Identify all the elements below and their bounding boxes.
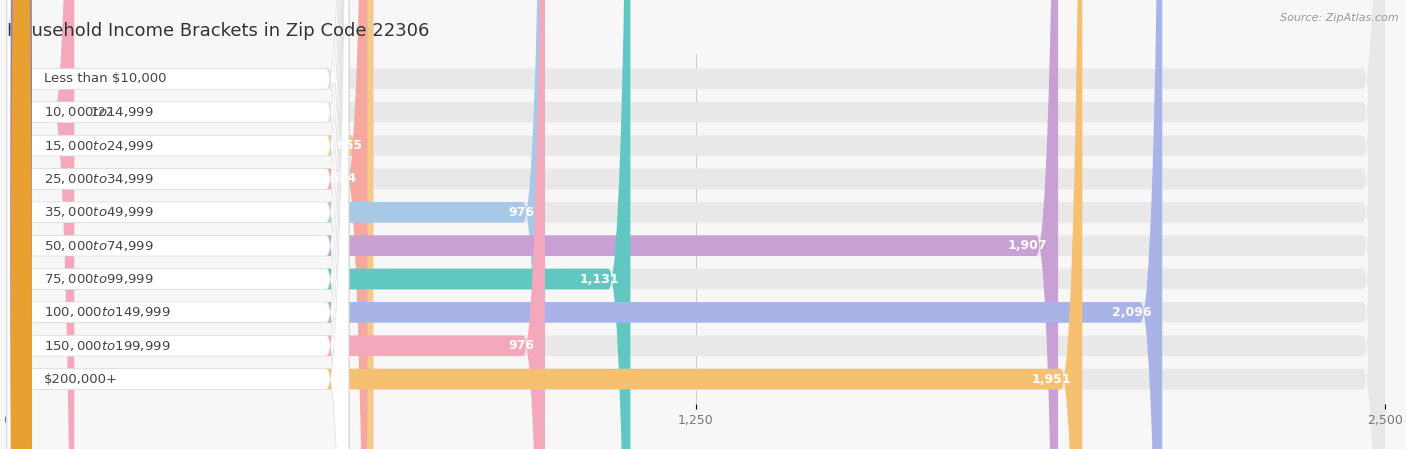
FancyBboxPatch shape (7, 0, 367, 449)
Text: 2,096: 2,096 (1112, 306, 1152, 319)
Circle shape (11, 0, 31, 449)
FancyBboxPatch shape (7, 0, 1385, 449)
FancyBboxPatch shape (7, 0, 349, 449)
FancyBboxPatch shape (7, 0, 1385, 449)
Text: 1,951: 1,951 (1032, 373, 1071, 386)
Text: 976: 976 (508, 339, 534, 352)
FancyBboxPatch shape (7, 0, 1385, 449)
FancyBboxPatch shape (7, 0, 546, 449)
Text: $200,000+: $200,000+ (44, 373, 118, 386)
FancyBboxPatch shape (7, 0, 349, 449)
FancyBboxPatch shape (7, 0, 1385, 449)
Circle shape (11, 0, 31, 449)
Circle shape (11, 0, 31, 449)
Text: $25,000 to $34,999: $25,000 to $34,999 (44, 172, 153, 186)
FancyBboxPatch shape (7, 0, 349, 449)
Circle shape (11, 0, 31, 449)
Text: $15,000 to $24,999: $15,000 to $24,999 (44, 139, 153, 153)
Circle shape (11, 0, 31, 449)
Circle shape (11, 0, 31, 449)
FancyBboxPatch shape (7, 0, 1083, 449)
FancyBboxPatch shape (7, 0, 349, 449)
FancyBboxPatch shape (7, 0, 1385, 449)
Text: $100,000 to $149,999: $100,000 to $149,999 (44, 305, 170, 319)
Text: $150,000 to $199,999: $150,000 to $199,999 (44, 339, 170, 353)
Text: $35,000 to $49,999: $35,000 to $49,999 (44, 205, 153, 219)
Text: Less than $10,000: Less than $10,000 (44, 72, 166, 85)
Text: 1,131: 1,131 (579, 273, 620, 286)
Text: Source: ZipAtlas.com: Source: ZipAtlas.com (1281, 13, 1399, 23)
FancyBboxPatch shape (7, 0, 374, 449)
FancyBboxPatch shape (7, 0, 349, 449)
FancyBboxPatch shape (7, 0, 349, 449)
Circle shape (11, 0, 31, 449)
FancyBboxPatch shape (7, 0, 546, 449)
Text: $50,000 to $74,999: $50,000 to $74,999 (44, 239, 153, 253)
FancyBboxPatch shape (7, 0, 349, 449)
Text: 1,907: 1,907 (1008, 239, 1047, 252)
Text: 122: 122 (91, 106, 114, 119)
Text: $10,000 to $14,999: $10,000 to $14,999 (44, 105, 153, 119)
Circle shape (11, 0, 31, 449)
FancyBboxPatch shape (7, 0, 1385, 449)
Text: $75,000 to $99,999: $75,000 to $99,999 (44, 272, 153, 286)
Text: 621: 621 (312, 72, 339, 85)
FancyBboxPatch shape (7, 0, 349, 449)
FancyBboxPatch shape (7, 0, 349, 449)
FancyBboxPatch shape (7, 0, 1163, 449)
FancyBboxPatch shape (7, 0, 1385, 449)
FancyBboxPatch shape (7, 0, 1385, 449)
Text: 654: 654 (330, 172, 357, 185)
FancyBboxPatch shape (7, 0, 75, 449)
Text: Household Income Brackets in Zip Code 22306: Household Income Brackets in Zip Code 22… (7, 22, 429, 40)
FancyBboxPatch shape (7, 0, 630, 449)
FancyBboxPatch shape (7, 0, 1385, 449)
Circle shape (11, 0, 31, 449)
Text: 665: 665 (336, 139, 363, 152)
FancyBboxPatch shape (7, 0, 349, 449)
FancyBboxPatch shape (7, 0, 1385, 449)
FancyBboxPatch shape (7, 0, 1059, 449)
Text: 976: 976 (508, 206, 534, 219)
FancyBboxPatch shape (7, 0, 349, 449)
Circle shape (11, 0, 31, 449)
